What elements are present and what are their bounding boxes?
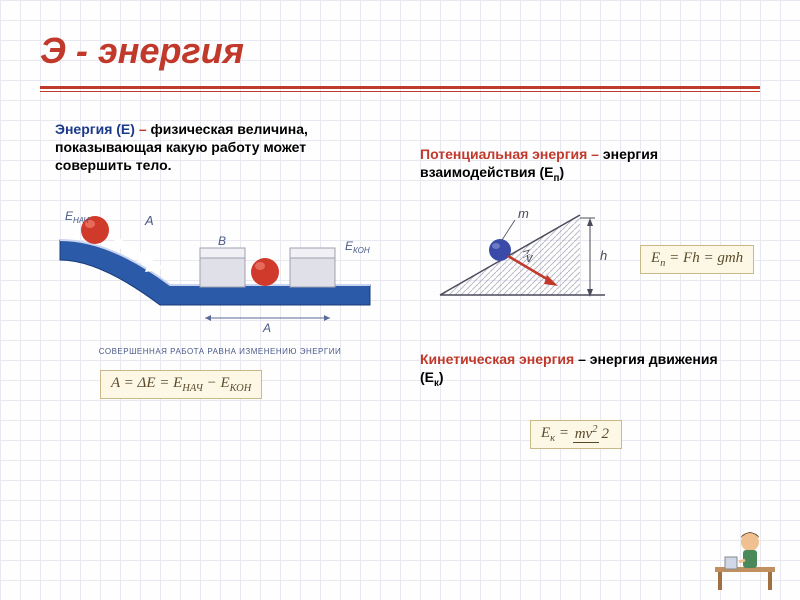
incline-illustration: m v h xyxy=(430,200,630,310)
work-energy-formula: A = ΔE = EНАЧ − EКОН xyxy=(100,370,262,399)
svg-text:A: A xyxy=(262,321,271,335)
title-underline xyxy=(40,86,760,89)
svg-text:EНАЧ: EНАЧ xyxy=(65,209,89,225)
kinetic-def-dash: – xyxy=(578,351,590,367)
work-energy-caption: СОВЕРШЕННАЯ РАБОТА РАВНА ИЗМЕНЕНИЮ ЭНЕРГ… xyxy=(50,347,390,356)
potential-def-lead: Потенциальная энергия – xyxy=(420,146,603,162)
svg-text:B: B xyxy=(218,234,226,248)
kinetic-definition: Кинетическая энергия – энергия движения … xyxy=(420,350,740,391)
energy-definition: Энергия (E) – физическая величина, показ… xyxy=(55,120,375,175)
svg-text:EКОН: EКОН xyxy=(345,239,370,255)
potential-def-tail: ) xyxy=(559,164,564,180)
svg-text:h: h xyxy=(600,248,607,263)
kinetic-def-lead: Кинетическая энергия xyxy=(420,351,578,367)
title-underline-thin xyxy=(40,91,760,92)
potential-definition: Потенциальная энергия – энергия взаимоде… xyxy=(420,145,740,186)
work-energy-diagram: EНАЧ A B EКОН A СОВЕРШЕННАЯ РАБОТА РАВНА… xyxy=(50,200,390,380)
student-at-desk-icon xyxy=(710,522,780,592)
svg-text:A: A xyxy=(144,213,154,228)
page-title: Э - энергия xyxy=(40,30,244,72)
energy-def-lead: Энергия (E) xyxy=(55,121,139,137)
kinetic-energy-formula: Eк = mv22 xyxy=(530,420,622,449)
energy-def-dash: – xyxy=(139,121,151,137)
svg-text:m: m xyxy=(518,206,529,221)
kinetic-def-tail: ) xyxy=(439,369,444,385)
ramp-illustration: EНАЧ A B EКОН A xyxy=(50,200,390,340)
work-energy-formula-wrap: A = ΔE = EНАЧ − EКОН xyxy=(100,370,262,399)
kinetic-energy-formula-wrap: Eк = mv22 xyxy=(530,420,622,449)
potential-energy-formula-wrap: Eп = Fh = gmh xyxy=(640,245,754,274)
potential-energy-formula: Eп = Fh = gmh xyxy=(640,245,754,274)
